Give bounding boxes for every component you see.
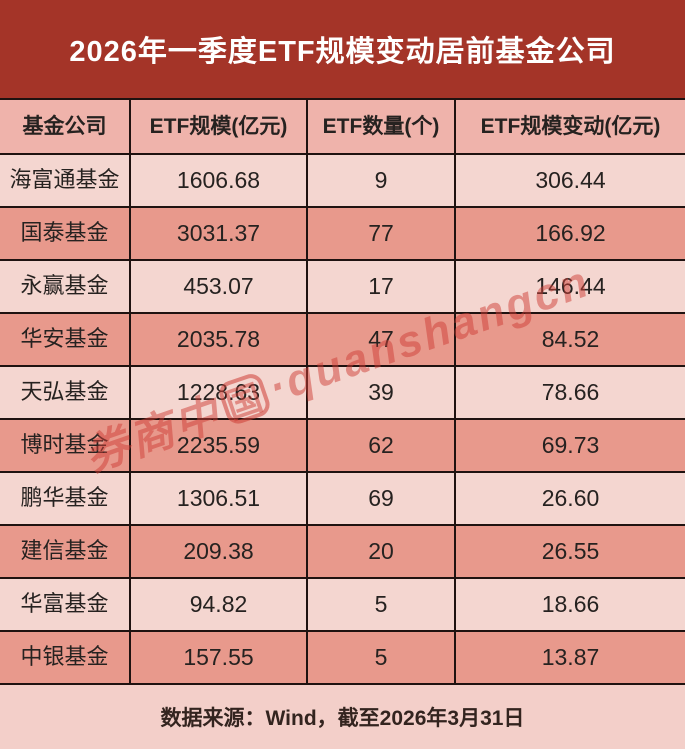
company-cell: 华富基金: [0, 579, 131, 632]
change-cell: 26.60: [456, 473, 685, 526]
company-cell: 中银基金: [0, 632, 131, 685]
scale-cell: 453.07: [131, 261, 308, 314]
count-cell: 20: [308, 526, 456, 579]
scale-cell: 2235.59: [131, 420, 308, 473]
count-cell: 69: [308, 473, 456, 526]
company-cell: 华安基金: [0, 314, 131, 367]
column-header-company: 基金公司: [0, 100, 131, 155]
change-cell: 69.73: [456, 420, 685, 473]
scale-cell: 94.82: [131, 579, 308, 632]
column-header-change: ETF规模变动(亿元): [456, 100, 685, 155]
change-cell: 26.55: [456, 526, 685, 579]
scale-cell: 1306.51: [131, 473, 308, 526]
count-cell: 62: [308, 420, 456, 473]
column-header-scale: ETF规模(亿元): [131, 100, 308, 155]
count-cell: 5: [308, 579, 456, 632]
scale-cell: 209.38: [131, 526, 308, 579]
source-note: 数据来源：Wind，截至2026年3月31日: [0, 685, 685, 749]
change-cell: 78.66: [456, 367, 685, 420]
scale-cell: 1606.68: [131, 155, 308, 208]
count-cell: 5: [308, 632, 456, 685]
change-cell: 18.66: [456, 579, 685, 632]
company-cell: 博时基金: [0, 420, 131, 473]
change-cell: 13.87: [456, 632, 685, 685]
count-cell: 17: [308, 261, 456, 314]
scale-cell: 2035.78: [131, 314, 308, 367]
company-cell: 天弘基金: [0, 367, 131, 420]
company-cell: 国泰基金: [0, 208, 131, 261]
scale-cell: 1228.63: [131, 367, 308, 420]
change-cell: 166.92: [456, 208, 685, 261]
change-cell: 146.44: [456, 261, 685, 314]
column-header-count: ETF数量(个): [308, 100, 456, 155]
count-cell: 9: [308, 155, 456, 208]
change-cell: 306.44: [456, 155, 685, 208]
company-cell: 建信基金: [0, 526, 131, 579]
company-cell: 海富通基金: [0, 155, 131, 208]
count-cell: 47: [308, 314, 456, 367]
company-cell: 永赢基金: [0, 261, 131, 314]
etf-table: 基金公司 ETF规模(亿元) ETF数量(个) ETF规模变动(亿元) 海富通基…: [0, 100, 685, 749]
count-cell: 39: [308, 367, 456, 420]
scale-cell: 157.55: [131, 632, 308, 685]
banner-title: 2026年一季度ETF规模变动居前基金公司: [0, 0, 685, 100]
company-cell: 鹏华基金: [0, 473, 131, 526]
change-cell: 84.52: [456, 314, 685, 367]
scale-cell: 3031.37: [131, 208, 308, 261]
count-cell: 77: [308, 208, 456, 261]
